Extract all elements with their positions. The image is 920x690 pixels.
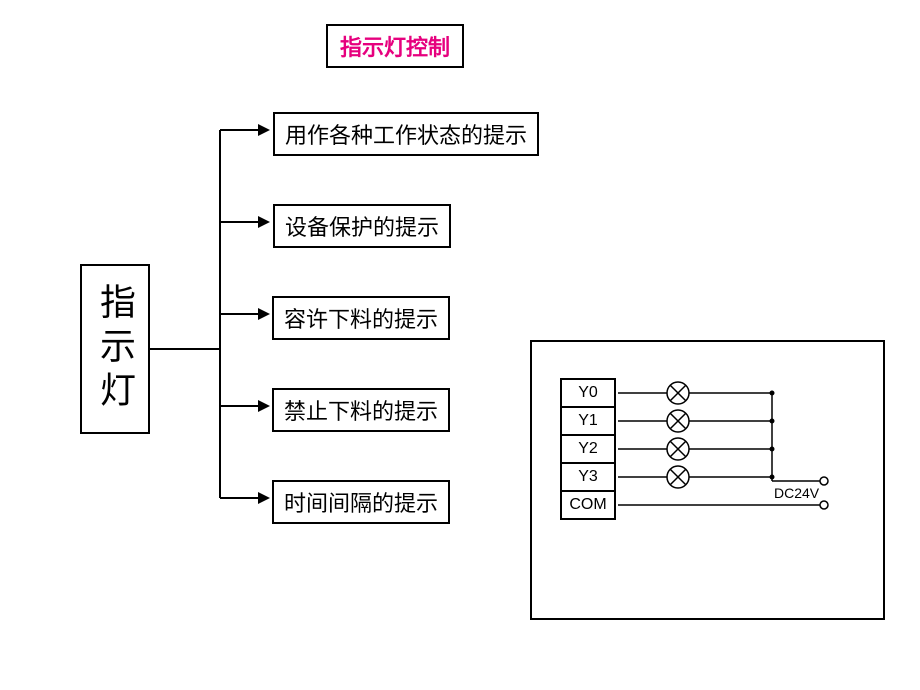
svg-text:DC24V: DC24V xyxy=(774,485,820,501)
schematic-wiring: DC24V xyxy=(0,0,920,690)
